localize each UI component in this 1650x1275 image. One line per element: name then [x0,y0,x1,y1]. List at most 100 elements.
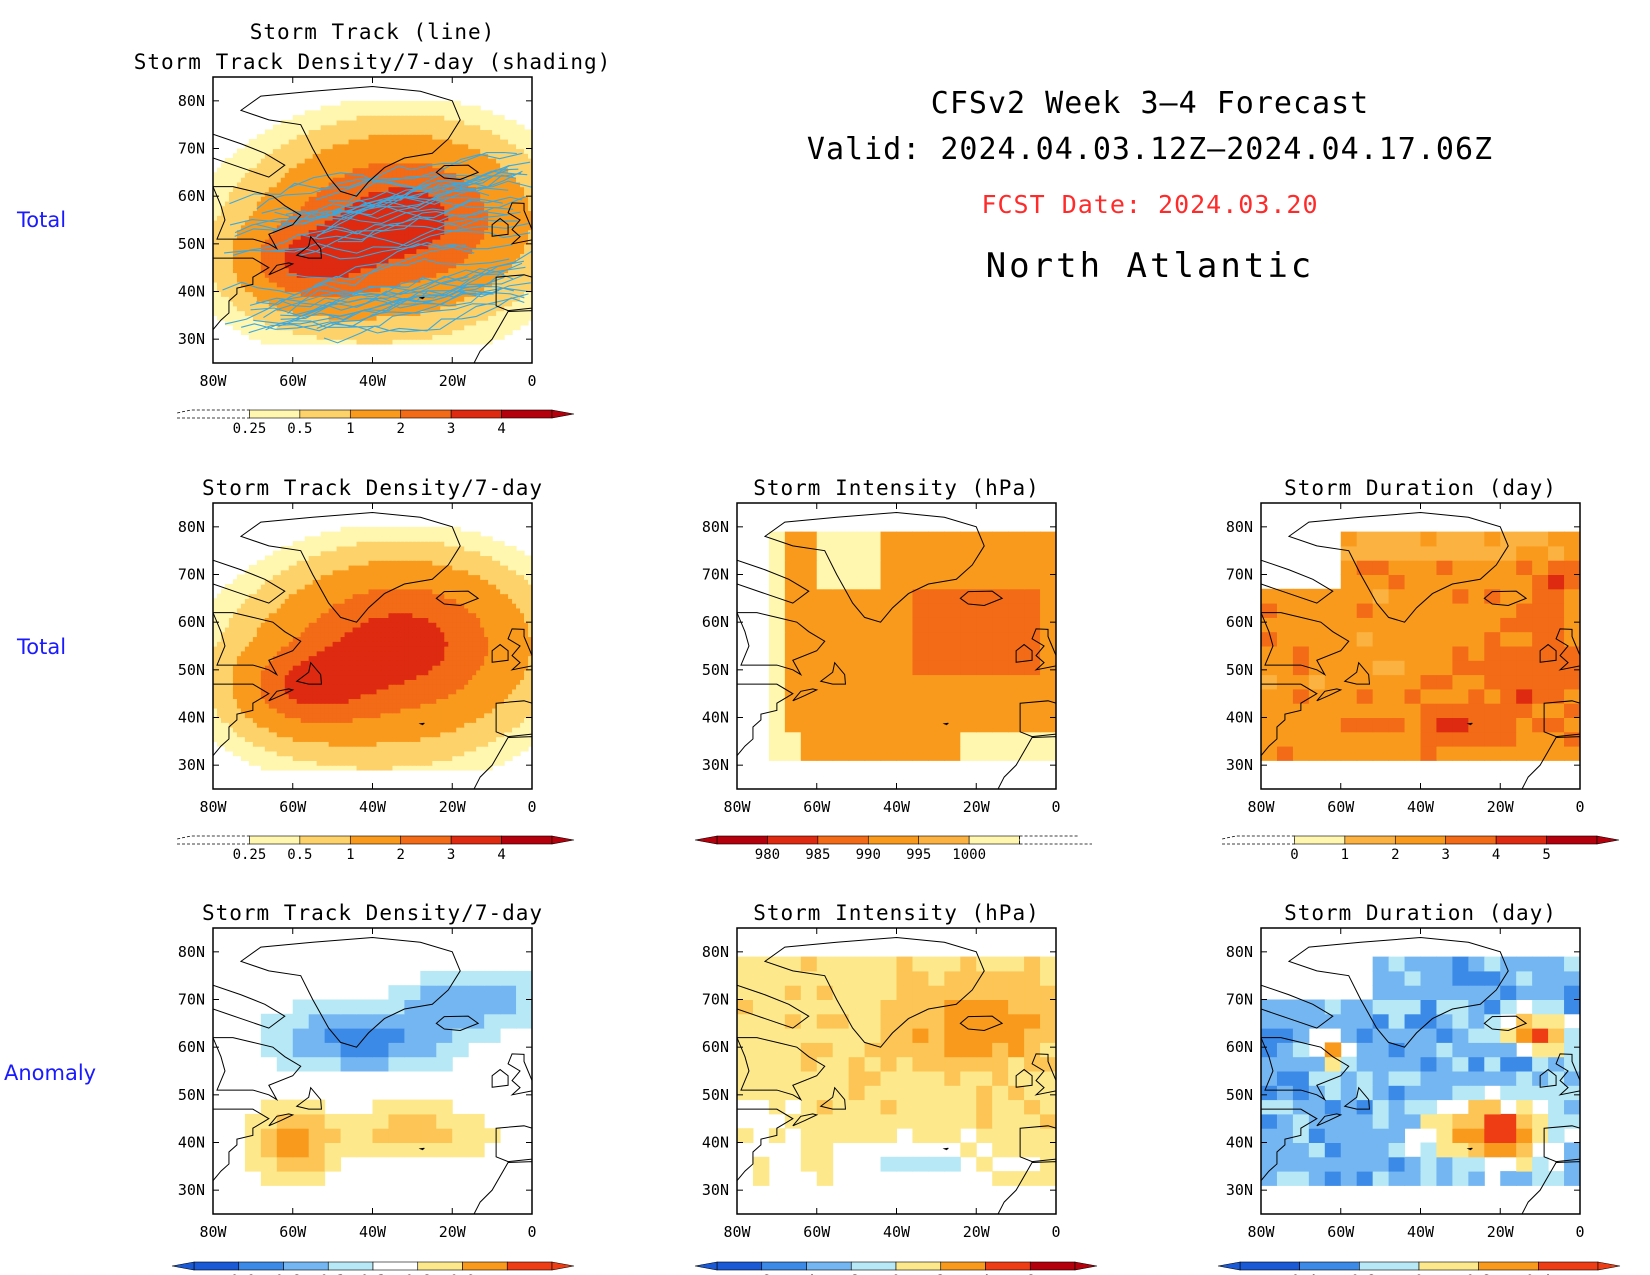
colorbar: 0.25 0.5 1 2 3 4 [176,409,575,437]
panel-title: Storm Duration (day) [1284,901,1557,925]
colorbar-label: 990 [856,847,881,863]
coastline [997,1161,1056,1214]
storm-track [229,183,490,226]
coastline [491,217,509,237]
colorbar-cell [501,835,553,845]
colorbar-cell [1359,1261,1420,1271]
x-tick-label: 60W [279,1223,307,1241]
colorbar-cell [1299,1261,1360,1271]
storm-track [241,303,496,330]
coastline [213,257,270,331]
colorbar-cell [968,835,1020,845]
coastline [239,512,461,623]
x-tick-label: 20W [963,1223,991,1241]
y-tick-label: 30N [702,756,729,774]
coastline [213,1037,302,1101]
coastline [997,736,1056,789]
colorbar-label: 980 [755,847,780,863]
coastline [1287,937,1509,1048]
coastline [942,1147,949,1151]
x-tick-label: 60W [803,798,831,816]
colorbar-cell [349,409,402,419]
colorbar-arrow [1596,835,1620,845]
x-tick-label: 0 [1051,1223,1060,1241]
x-tick-label: 40W [883,1223,911,1241]
colorbar-label: −0.4 [1283,1273,1317,1275]
colorbar-cell [918,835,970,845]
colorbar-label: 1 [1341,847,1349,863]
colorbar-label: 4 [981,1273,989,1275]
colorbar-label: 3 [1441,847,1449,863]
coastline [1555,628,1580,671]
colorbar-cell [1019,835,1092,845]
colorbar-cell [817,835,869,845]
coastline [1466,722,1473,726]
y-tick-label: 40N [702,1134,729,1152]
coastline [435,164,480,180]
colorbar-cell [417,1261,463,1271]
x-tick-label: 40W [359,1223,387,1241]
coastline [1539,1068,1557,1088]
map-panel-track-total: 80W 60W 40W 20W 0 80N 70N 60N 50N 40N 30N Storm Tra… [134,20,611,437]
x-tick-label: 80W [723,798,751,816]
colorbar-cell [450,409,502,419]
colorbar: 0.25 0.5 1 2 3 4 [176,835,575,863]
coastline [507,202,532,245]
coastline [1316,688,1343,702]
colorbar-label: 4 [497,847,505,863]
coastline [737,559,810,604]
colorbar-cell [238,1261,284,1271]
x-tick-label: 0 [1575,798,1584,816]
coastline [1055,607,1056,628]
coastline [1031,1053,1056,1096]
colorbar-cell [1478,1261,1539,1271]
coastline [213,984,286,1029]
map-panel-duration-anomaly: 80W 60W 40W 20W 0 80N 70N 60N 50N 40N 30N Storm Dur… [1217,901,1621,1275]
coastline [418,296,425,300]
colorbar-label: 0.3 [360,1273,385,1275]
storm-track [263,282,531,319]
map-panel-intensity-anomaly: 80W 60W 40W 20W 0 80N 70N 60N 50N 40N 30N Storm Int… [694,901,1098,1275]
colorbar-label: 1 [346,421,354,437]
x-tick-label: 40W [883,798,911,816]
colorbar-arrow [1217,1261,1241,1271]
y-tick-label: 40N [178,283,205,301]
x-tick-label: 40W [359,798,387,816]
colorbar-label: 0.6 [405,1273,430,1275]
colorbar-arrow [694,835,718,845]
coastline [1579,607,1580,628]
colorbar-arrow [551,835,575,845]
coastline [792,1113,819,1127]
y-tick-label: 60N [1226,613,1253,631]
colorbar-label: −0.2 [1342,1273,1376,1275]
colorbar-label: 985 [805,847,830,863]
x-tick-label: 60W [1327,798,1355,816]
colorbar-cell [1029,1261,1076,1271]
colorbar-cell [806,1261,852,1271]
x-tick-label: 80W [199,1223,227,1241]
y-tick-label: 40N [702,709,729,727]
colorbar-cell [299,835,351,845]
colorbar-cell [716,835,768,845]
coastline [531,1032,532,1053]
y-tick-label: 50N [702,661,729,679]
coastline [435,590,480,606]
x-tick-label: 0 [1051,798,1060,816]
x-tick-label: 60W [279,798,307,816]
coastline [737,1037,826,1101]
region-title: North Atlantic [985,246,1315,286]
coastline [295,235,323,259]
coastline [1031,628,1056,671]
colorbar-cell [506,1261,553,1271]
storm-track [287,250,532,314]
coastline [418,722,425,726]
coastline [1539,643,1557,663]
storm-track [315,151,517,201]
colorbar-cell [283,1261,329,1271]
colorbar-label: 4 [497,421,505,437]
x-tick-label: 0 [1575,1223,1584,1241]
field-shading [213,100,532,345]
coastline [1015,1068,1033,1088]
storm-track [224,242,467,260]
